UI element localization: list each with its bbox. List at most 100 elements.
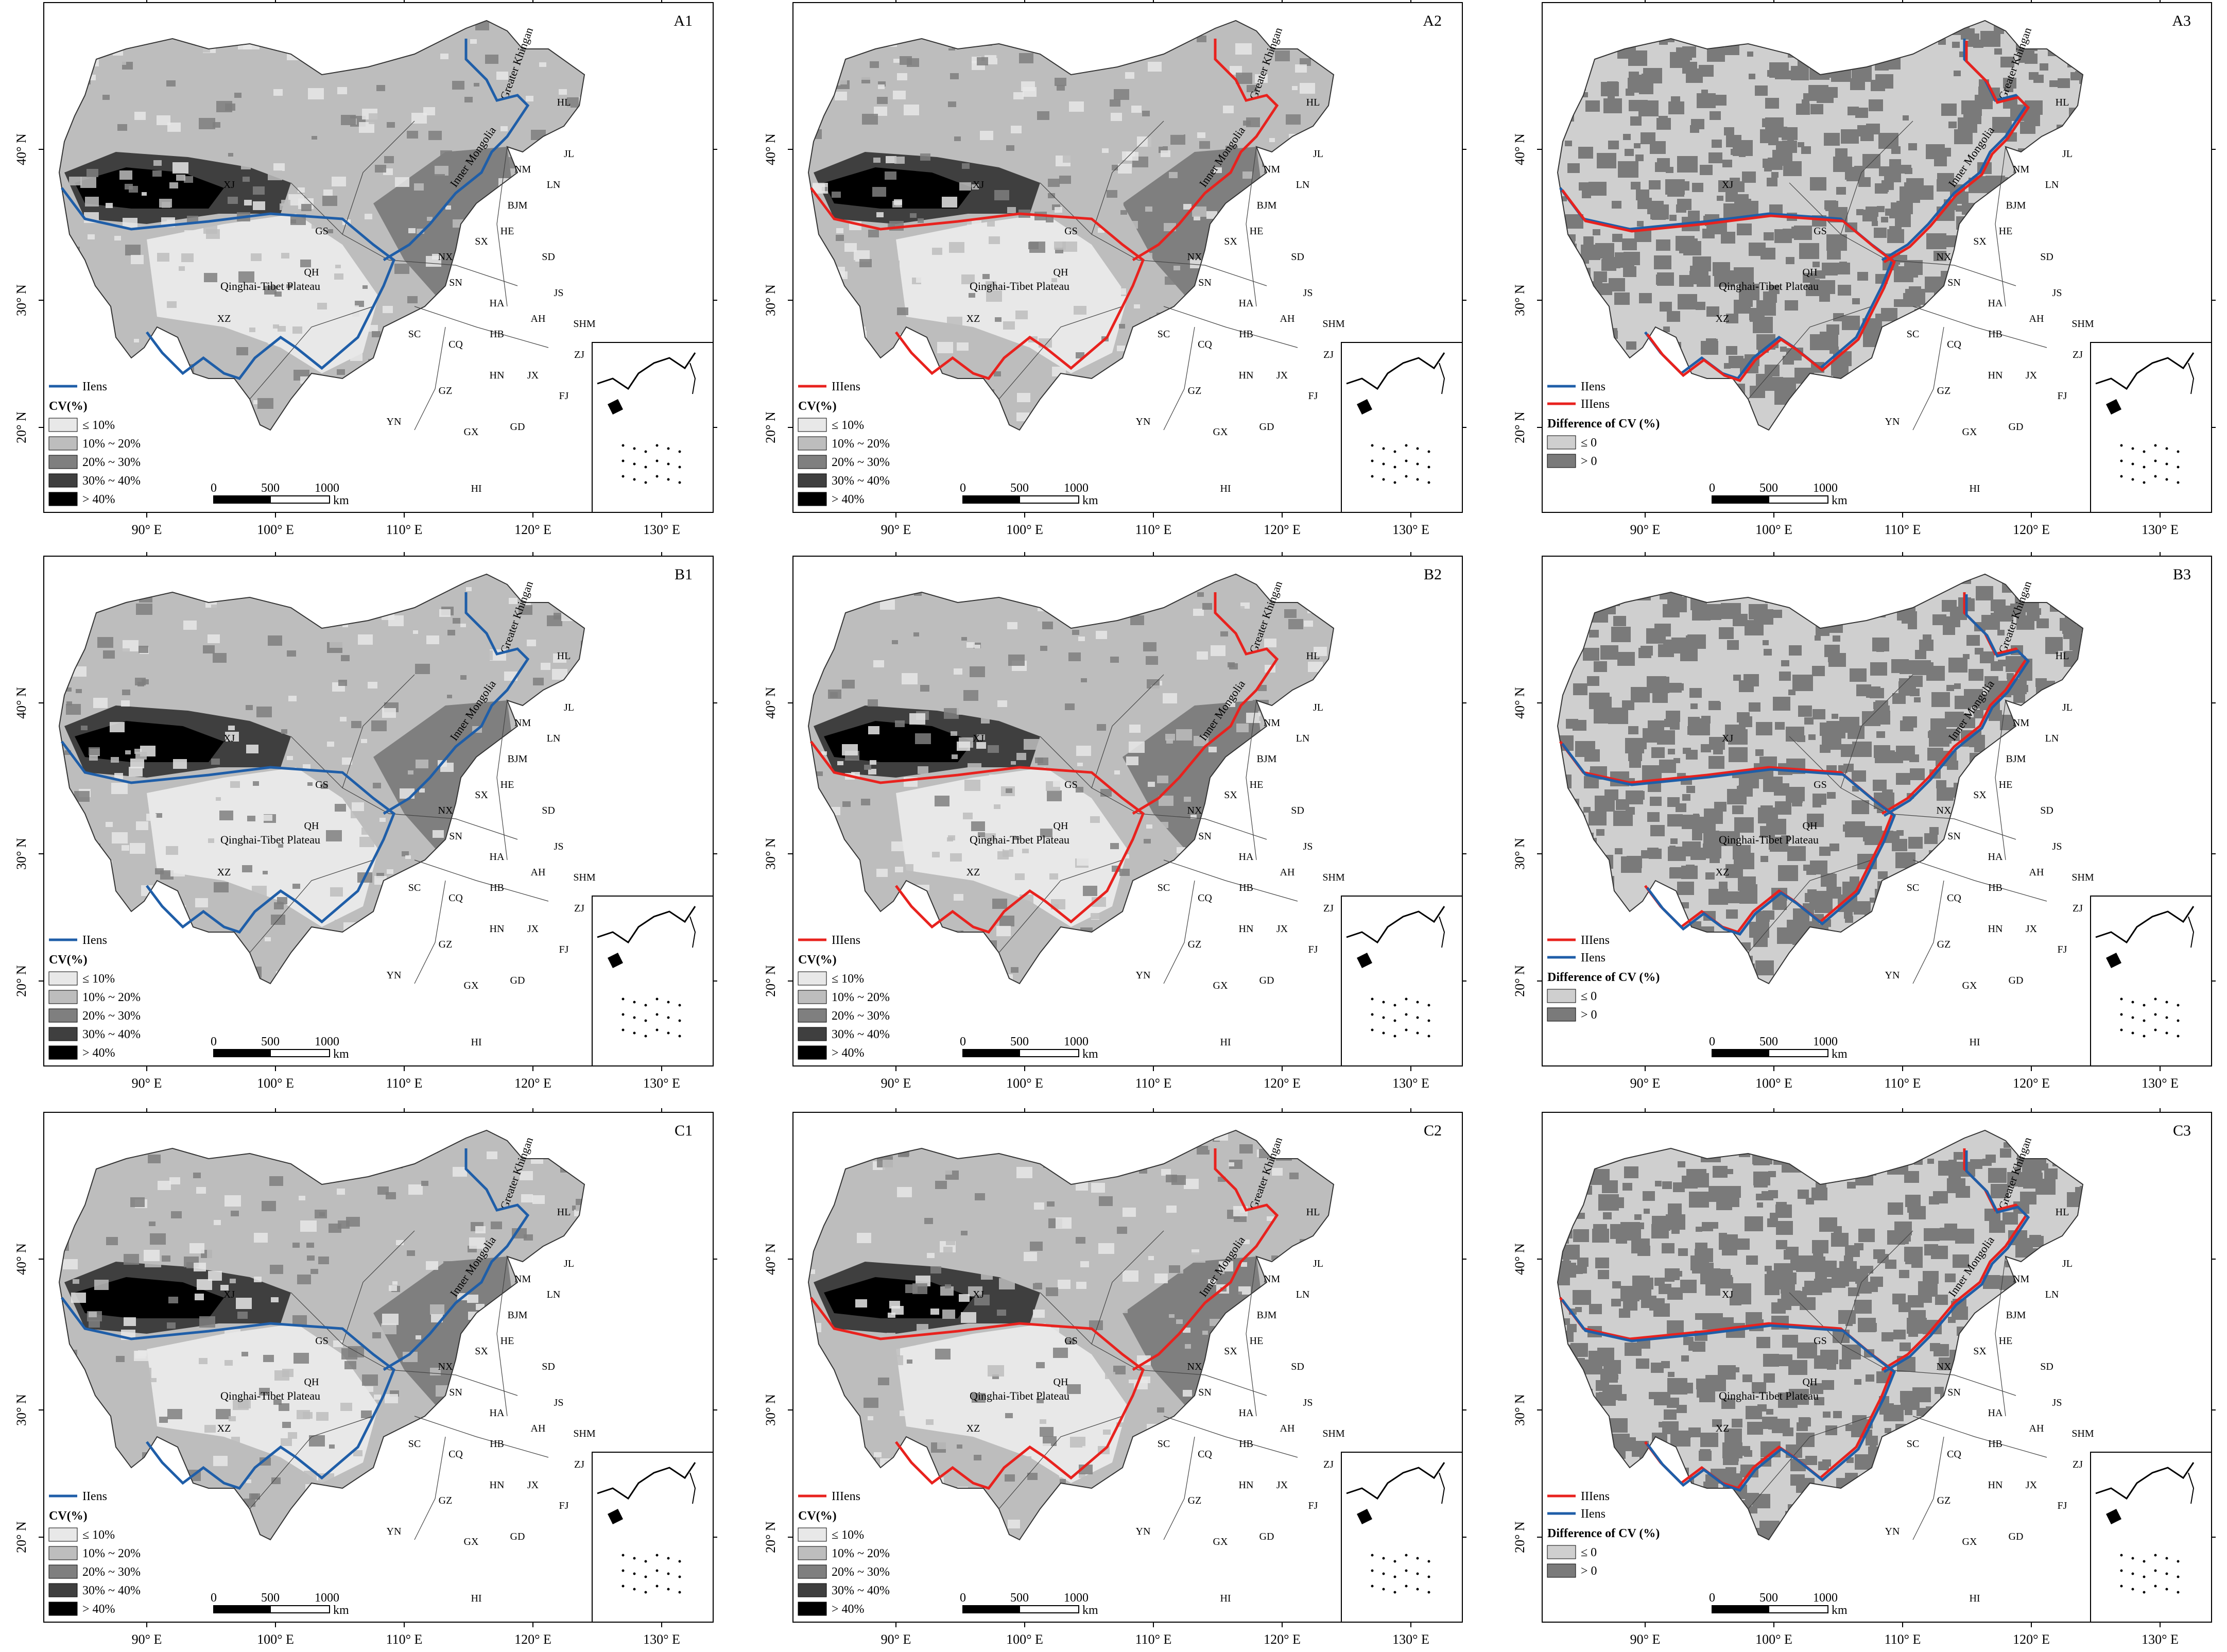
region-label: LN	[2045, 1289, 2059, 1300]
region-label: AH	[2029, 313, 2044, 324]
legend-line-label: IIens	[1581, 1507, 1605, 1521]
lat-tick-label: 40° N	[14, 133, 29, 165]
region-label: NM	[514, 164, 531, 175]
region-label: SHM	[573, 872, 596, 883]
region-label: XZ	[966, 1423, 980, 1434]
region-label: GS	[315, 779, 329, 790]
lon-tick-label: 130° E	[1392, 522, 1429, 537]
legend-swatch	[48, 1583, 78, 1597]
region-label: BJM	[1257, 200, 1277, 211]
region-label: FJ	[1308, 1500, 1318, 1511]
legend: IIens CV(%) ≤ 10% 10% ~ 20% 20% ~ 30% 30% ~ 4…	[48, 380, 141, 506]
lat-tick-label: 40° N	[1512, 687, 1527, 719]
region-label: CQ	[448, 892, 463, 904]
region-label: ZJ	[1323, 349, 1334, 360]
legend-class-label: ≤ 10%	[82, 972, 115, 986]
lon-tick-label: 110° E	[1135, 1076, 1172, 1091]
legend-swatch	[798, 473, 827, 488]
region-label: JX	[2026, 1479, 2038, 1491]
region-label: SHM	[2071, 872, 2094, 883]
region-label: HB	[1988, 1438, 2002, 1450]
region-label: HE	[1250, 1335, 1264, 1347]
region-label: ZJ	[2073, 1459, 2083, 1470]
province-border	[1246, 700, 1257, 861]
region-label: NM	[514, 1274, 531, 1285]
region-label: JX	[527, 1479, 539, 1491]
region-label: HN	[1239, 370, 1254, 381]
lon-tick-label: 130° E	[2142, 522, 2179, 537]
region-label: SC	[408, 329, 421, 340]
region-label: SHM	[2071, 1428, 2094, 1439]
south-china-sea-inset	[2090, 342, 2212, 513]
province-border	[342, 674, 415, 788]
region-label: NX	[1187, 805, 1202, 816]
region-label: HA	[1239, 298, 1254, 309]
region-label: CQ	[1947, 1449, 1961, 1460]
region-label: CQ	[1947, 892, 1961, 904]
region-label: HE	[500, 226, 514, 237]
region-label: AH	[2029, 1423, 2044, 1434]
region-label: NM	[2013, 164, 2029, 175]
region-label: SD	[1291, 251, 1304, 263]
panel-label: A3	[2172, 12, 2191, 29]
south-china-sea-inset	[1341, 896, 1463, 1066]
boundary-line-iiens	[61, 187, 396, 380]
lon-tick-label: 90° E	[1630, 1076, 1661, 1091]
legend-swatch	[798, 455, 827, 469]
region-label: NX	[1187, 251, 1202, 263]
lat-tick-label: 30° N	[1512, 1394, 1527, 1426]
region-label: AH	[1280, 313, 1295, 324]
map-panel: 90° E 100° E 110° E 120° E 130° E 20° N 30° N 4…	[763, 552, 1466, 1091]
legend-swatch	[1547, 435, 1576, 450]
scale-unit: km	[1832, 1047, 1848, 1061]
region-label: GS	[1064, 226, 1078, 237]
region-label: HL	[2056, 1207, 2069, 1218]
scale-label: 0	[211, 1591, 217, 1605]
region-label: ZJ	[1323, 903, 1334, 914]
province-border	[1163, 859, 1298, 902]
province-border	[1163, 1416, 1298, 1458]
region-label: JX	[2026, 370, 2038, 381]
map-panel: 90° E 100° E 110° E 120° E 130° E 20° N 30° N 4…	[14, 1108, 717, 1647]
region-label: NM	[514, 717, 531, 729]
region-label: GS	[1064, 1335, 1078, 1347]
province-border	[1246, 146, 1257, 307]
scale-label: 500	[1010, 1035, 1029, 1048]
province-border	[1748, 1416, 1872, 1509]
scale-label: 1000	[1064, 481, 1089, 495]
boundary-line-iiiens	[810, 741, 1145, 934]
legend-swatch	[48, 1027, 78, 1041]
region-label: GZ	[1188, 1495, 1202, 1506]
region-label: ZJ	[574, 1459, 584, 1470]
legend-title: Difference of CV (%)	[1547, 1527, 1660, 1540]
region-label: HL	[557, 1207, 571, 1218]
region-label: GZ	[1937, 1495, 1951, 1506]
province-border	[1995, 146, 2006, 307]
lon-tick-label: 120° E	[1264, 1076, 1301, 1091]
south-china-sea-inset	[1341, 1452, 1463, 1623]
region-label: NX	[438, 251, 453, 263]
plateau-label: Qinghai-Tibet Plateau	[1719, 280, 1819, 292]
region-label: JX	[527, 370, 539, 381]
region-label: HE	[500, 1335, 514, 1347]
region-label: XZ	[217, 313, 231, 324]
region-label: NM	[1264, 164, 1280, 175]
region-label: LN	[1296, 733, 1310, 744]
province-border	[1163, 326, 1195, 431]
region-label: HI	[471, 1037, 481, 1048]
legend-class-label: 10% ~ 20%	[832, 1547, 890, 1560]
region-label: BJM	[508, 753, 528, 765]
region-label: HE	[500, 779, 514, 790]
region-label: YN	[1136, 416, 1151, 427]
province-border	[998, 1416, 1123, 1509]
scale-label: 0	[1709, 1035, 1715, 1048]
legend: IIIens IIens Difference of CV (%) ≤ 0 > 0	[1547, 934, 1660, 1022]
region-label: GX	[1213, 980, 1228, 991]
region-label: CQ	[1198, 1449, 1212, 1460]
region-label: AH	[1280, 1423, 1295, 1434]
region-label: JL	[564, 702, 574, 713]
region-label: JL	[1313, 702, 1323, 713]
scale-unit: km	[333, 1047, 349, 1061]
lon-tick-label: 130° E	[2142, 1076, 2179, 1091]
